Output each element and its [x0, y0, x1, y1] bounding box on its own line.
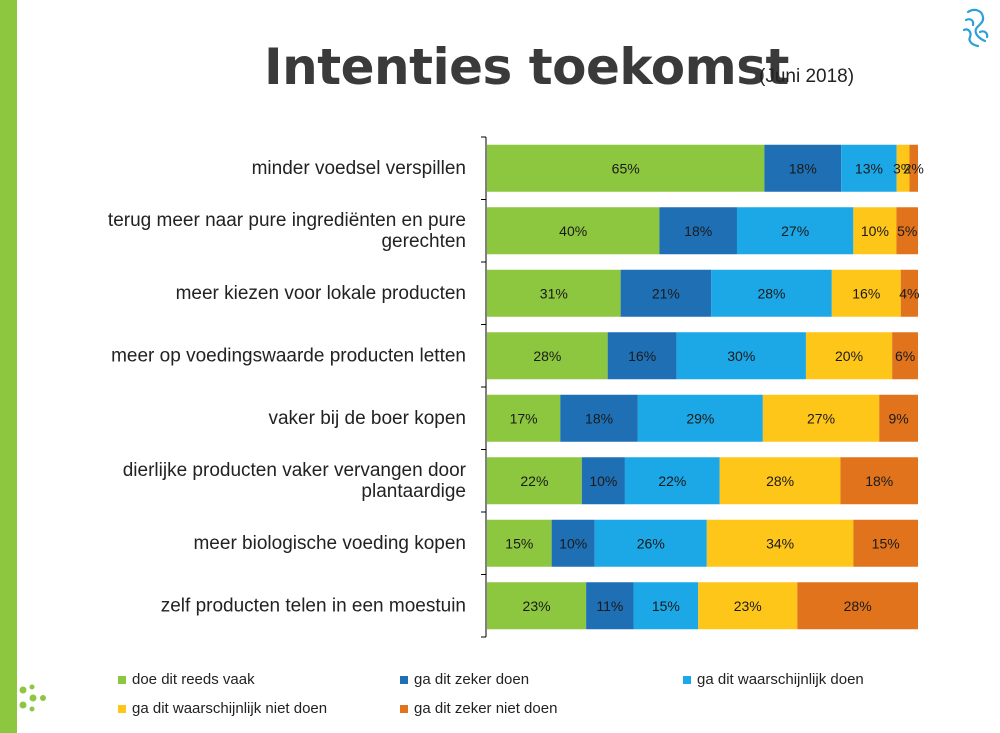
- page-subtitle: (Juni 2018): [759, 66, 855, 87]
- data-label: 15%: [872, 535, 900, 551]
- data-label: 18%: [865, 473, 893, 489]
- bar-segment: [853, 207, 897, 255]
- data-label: 10%: [861, 223, 889, 239]
- category-label: vaker bij de boer kopen: [268, 408, 466, 429]
- page-title: Intenties toekomst: [264, 38, 789, 96]
- category-label: meer op voedingswaarde producten letten: [111, 345, 466, 366]
- bar-segment: [581, 457, 625, 505]
- bar-segment: [487, 332, 608, 380]
- data-label: 2%: [904, 160, 924, 176]
- bar-segment: [892, 332, 918, 380]
- data-label: 23%: [523, 598, 551, 614]
- data-label: 9%: [888, 410, 908, 426]
- category-label: meer biologische voeding kopen: [193, 533, 466, 554]
- bar-segment: [711, 269, 832, 317]
- bar-segment: [637, 394, 763, 442]
- bar-segment: [797, 582, 918, 630]
- data-label: 17%: [510, 410, 538, 426]
- bar-segment: [736, 207, 854, 255]
- data-label: 28%: [533, 348, 561, 364]
- data-label: 10%: [589, 473, 617, 489]
- data-label: 15%: [652, 598, 680, 614]
- data-label: 18%: [789, 160, 817, 176]
- data-label: 5%: [897, 223, 917, 239]
- bar-segment: [762, 394, 880, 442]
- decorative-dots-icon: [19, 684, 46, 712]
- category-label: terug meer naar pure ingrediënten en pur…: [108, 210, 466, 231]
- bar-segment: [560, 394, 638, 442]
- data-label: 40%: [559, 223, 587, 239]
- data-label: 28%: [757, 285, 785, 301]
- data-label: 26%: [637, 535, 665, 551]
- data-label: 27%: [781, 223, 809, 239]
- bar-segment: [487, 207, 660, 255]
- data-label: 16%: [628, 348, 656, 364]
- bar-segment: [487, 269, 621, 317]
- bar-segment: [487, 394, 561, 442]
- data-label: 13%: [855, 160, 883, 176]
- bar-segment: [764, 144, 842, 192]
- bar-segment: [487, 457, 582, 505]
- bar-segment: [805, 332, 893, 380]
- bar-segment: [719, 457, 841, 505]
- bar-segment: [698, 582, 798, 630]
- category-label: plantaardige: [361, 481, 466, 502]
- data-label: 4%: [899, 285, 919, 301]
- bar-segment: [659, 207, 737, 255]
- data-label: 11%: [596, 598, 623, 614]
- category-label: meer kiezen voor lokale producten: [176, 283, 466, 304]
- bar-segment: [487, 519, 552, 567]
- category-label: minder voedsel verspillen: [252, 158, 466, 179]
- data-label: 16%: [852, 285, 880, 301]
- data-label: 18%: [585, 410, 613, 426]
- data-label: 10%: [559, 535, 587, 551]
- bar-segment: [896, 207, 918, 255]
- bar-segment: [487, 582, 587, 630]
- category-label: dierlijke producten vaker vervangen door: [123, 460, 467, 481]
- data-label: 18%: [684, 223, 712, 239]
- bar-segment: [633, 582, 699, 630]
- bar-segment: [607, 332, 677, 380]
- flemish-lion-logo: [962, 8, 989, 48]
- bar-segment: [879, 394, 918, 442]
- bar-segment: [900, 269, 918, 317]
- data-label: 30%: [727, 348, 755, 364]
- bar-segment: [840, 457, 918, 505]
- data-label: 31%: [540, 285, 568, 301]
- bar-segment: [487, 144, 765, 192]
- data-label: 65%: [612, 160, 640, 176]
- data-label: 22%: [520, 473, 548, 489]
- data-label: 21%: [652, 285, 680, 301]
- bar-segment: [624, 457, 720, 505]
- data-label: 6%: [895, 348, 915, 364]
- bar-segment: [841, 144, 897, 192]
- bar-segment: [831, 269, 901, 317]
- data-label: 15%: [505, 535, 533, 551]
- bar-segment: [620, 269, 712, 317]
- data-label: 22%: [658, 473, 686, 489]
- bar-segment: [676, 332, 806, 380]
- data-label: 23%: [734, 598, 762, 614]
- bar-segment: [586, 582, 634, 630]
- bar-segment: [853, 519, 918, 567]
- data-label: 34%: [766, 535, 794, 551]
- data-label: 20%: [835, 348, 863, 364]
- data-label: 28%: [766, 473, 794, 489]
- category-label: gerechten: [381, 231, 466, 252]
- bar-segment: [896, 144, 910, 192]
- bar-segment: [594, 519, 707, 567]
- bar-segment: [551, 519, 595, 567]
- data-label: 28%: [844, 598, 872, 614]
- bar-segment: [706, 519, 854, 567]
- data-label: 29%: [686, 410, 714, 426]
- bar-segment: [909, 144, 918, 192]
- data-label: 27%: [807, 410, 835, 426]
- data-label: 3%: [893, 160, 913, 176]
- left-accent-bar: [0, 0, 17, 733]
- category-label: zelf producten telen in een moestuin: [161, 595, 466, 616]
